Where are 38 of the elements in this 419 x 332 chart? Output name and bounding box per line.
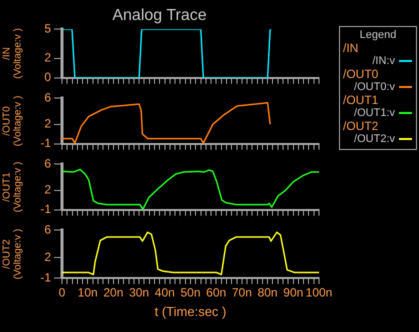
y-tick-label: 5 — [44, 22, 52, 36]
y-tick-label: 6 — [44, 156, 52, 171]
y-axis-title: /OUT0 (Voltage:v ) — [1, 96, 24, 146]
y-axis-title: /OUT1 (Voltage:v ) — [1, 162, 24, 212]
x-tick-label: 60n — [206, 286, 226, 300]
y-tick-label: 6 — [44, 90, 52, 105]
x-tick-label: 70n — [232, 286, 252, 300]
chart-title: Analog Trace — [112, 7, 207, 24]
legend-label: /OUT2:v — [354, 133, 395, 145]
text: Legend — [358, 29, 398, 41]
y-tick-label: 0 — [44, 70, 52, 84]
legend-label: /OUT0:v — [354, 81, 395, 93]
y-tick-label: -1 — [40, 270, 52, 284]
legend-label: /IN:v — [372, 55, 395, 67]
x-tick-label: 90n — [283, 286, 304, 300]
legend-label: /OUT1:v — [354, 107, 395, 119]
x-tick-label: 80n — [258, 286, 278, 300]
legend-title: /OUT1 — [342, 93, 380, 107]
x-axis-title: t (Time:sec ) — [154, 304, 226, 319]
y-tick-label: 2 — [44, 182, 52, 197]
y-axis-title: /IN (Voltage:v ) — [1, 28, 24, 79]
legend-title: /IN — [342, 41, 360, 55]
y-tick-label: 2 — [44, 116, 52, 131]
y-tick-label: 2 — [44, 50, 52, 65]
legend-title: /OUT0 — [342, 67, 380, 81]
x-tick-label: 100n — [306, 286, 332, 300]
legend-title: /OUT2 — [342, 119, 380, 133]
y-tick-label: 6 — [44, 222, 52, 237]
y-tick-label: -1 — [40, 202, 52, 216]
x-tick-label: 30n — [129, 286, 150, 300]
x-tick-label: 10n — [78, 286, 98, 300]
y-axis-title: /OUT2 (Voltage:v ) — [1, 228, 24, 280]
x-tick-label: 20n — [103, 286, 124, 300]
x-tick-label: 40n — [154, 286, 175, 300]
y-tick-label: 2 — [44, 250, 52, 264]
y-tick-label: -1 — [40, 136, 52, 150]
x-tick-label: 0 — [58, 286, 66, 300]
x-tick-label: 50n — [180, 286, 201, 300]
